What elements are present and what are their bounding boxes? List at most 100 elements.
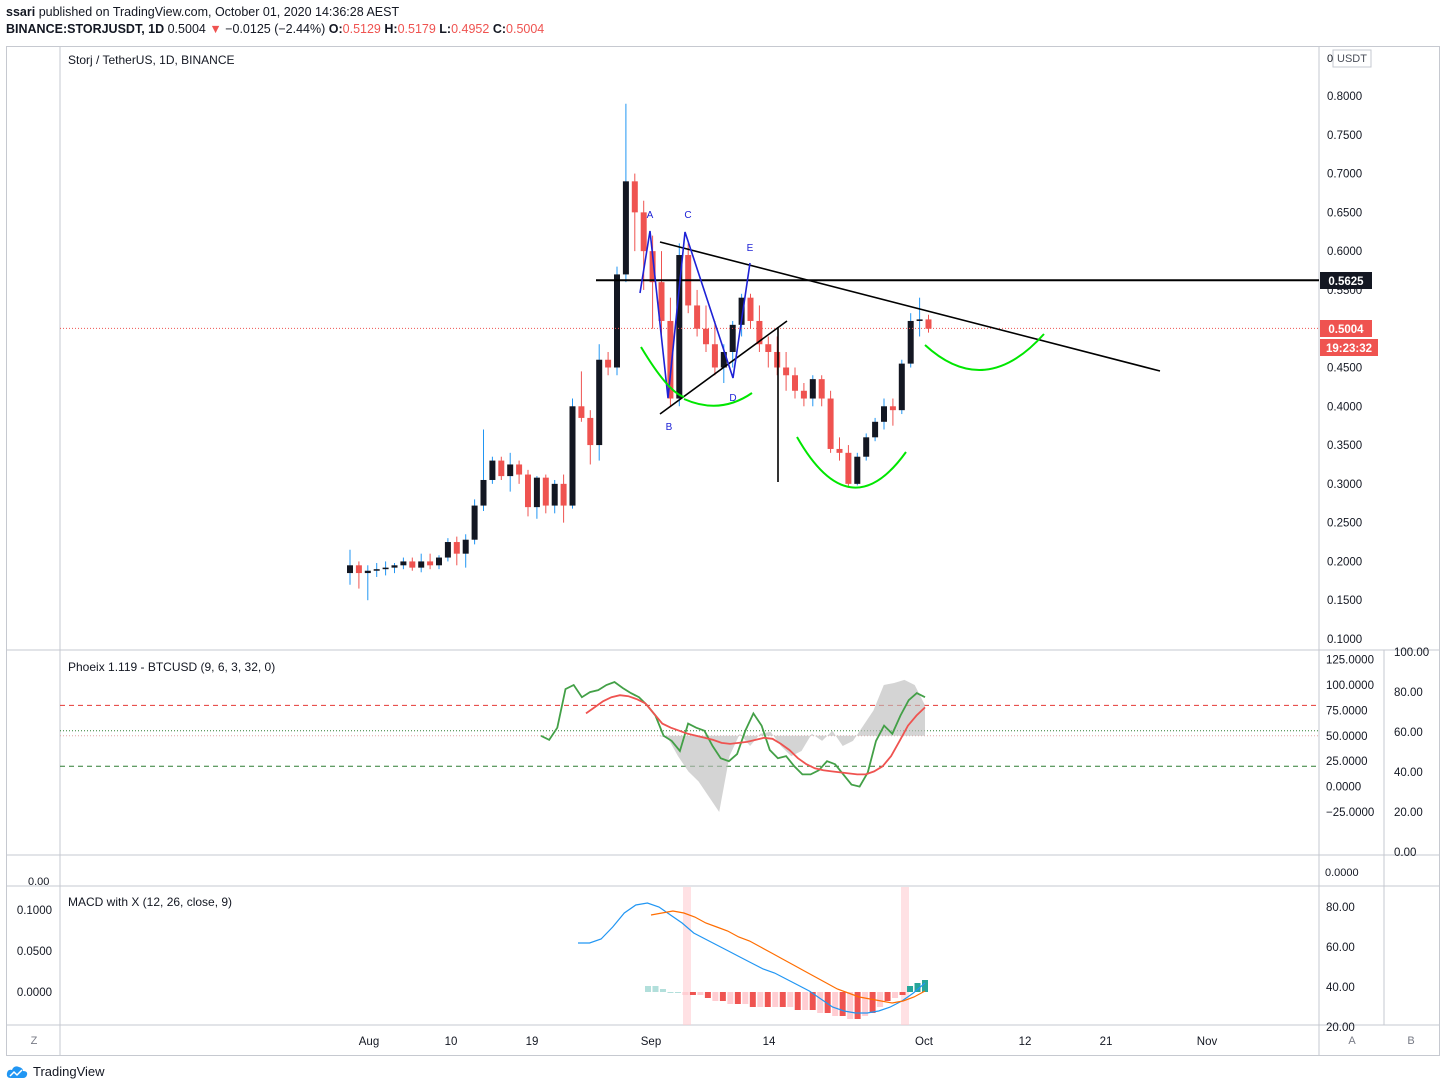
publisher-name: ssari	[6, 5, 36, 19]
candle-body	[507, 464, 514, 477]
macd-histogram-bar	[877, 992, 884, 1007]
price-axis-tick: 0.2000	[1327, 556, 1362, 568]
candle-body	[907, 320, 914, 364]
macd-histogram-bar	[734, 992, 741, 1004]
price-axis-tick: 0.6000	[1327, 246, 1362, 258]
candle-body	[622, 181, 629, 275]
signal-line	[650, 910, 926, 1004]
candle-body	[605, 359, 612, 368]
price-axis-tick: 0.1500	[1327, 595, 1362, 607]
corner-a-button[interactable]: A	[1348, 1035, 1356, 1047]
candle-body	[827, 398, 834, 449]
candle-body	[818, 379, 825, 399]
x-axis-label: 12	[1019, 1036, 1032, 1048]
macd-histogram-bar	[742, 992, 749, 1004]
resistance-price-tag	[1320, 272, 1372, 289]
candle-body	[436, 557, 442, 566]
candle-body	[453, 542, 460, 554]
price-axis-top-tick: 0	[1327, 53, 1333, 65]
x-axis-label: 14	[763, 1036, 776, 1048]
close-value: 0.5004	[506, 22, 545, 36]
macd-histogram-bar	[907, 986, 914, 992]
candle-body	[427, 561, 434, 566]
candle-body	[400, 561, 407, 566]
candle-body	[355, 565, 362, 574]
candle-body	[587, 417, 594, 446]
candle-body	[462, 539, 469, 554]
price-axis-tick: 0.8000	[1327, 91, 1362, 103]
candle-body	[783, 367, 790, 376]
currency-badge[interactable]	[1332, 49, 1372, 68]
macd-histogram-bar	[779, 992, 786, 1007]
left-axis-top-tick: 0.00	[28, 876, 49, 888]
macd-histogram-bar	[652, 986, 659, 992]
candle-body	[845, 452, 852, 484]
macd-histogram-bar	[787, 992, 794, 1007]
tradingview-cloud-icon	[6, 1065, 28, 1078]
candle-body	[756, 320, 763, 345]
high-label: H:	[384, 22, 398, 36]
macd-axis-tick: 80.00	[1326, 902, 1355, 914]
corner-z-button[interactable]: Z	[31, 1035, 38, 1047]
macd-histogram-bar	[817, 992, 824, 1013]
phoenix-axis-tick: 50.0000	[1326, 731, 1368, 743]
corner-b-button[interactable]: B	[1407, 1035, 1414, 1047]
price-axis-tick: 0.7500	[1327, 130, 1362, 142]
macd-histogram-bar	[862, 992, 869, 1016]
price-pane-title: Storj / TetherUS, 1D, BINANCE	[68, 53, 235, 67]
candle-body	[444, 542, 451, 558]
phoenix-axis-tick: 125.0000	[1326, 655, 1374, 667]
currency-badge-label: USDT	[1337, 53, 1367, 65]
macd-highlight-zone	[683, 887, 691, 1025]
macd-histogram-bar	[892, 992, 899, 998]
ascending-trendline	[659, 320, 788, 415]
candle-body	[649, 251, 656, 283]
last-price-label: 0.5004	[1328, 324, 1364, 336]
macd-histogram-bar	[824, 992, 831, 1013]
x-axis-label: Sep	[641, 1036, 661, 1048]
candle-body	[889, 406, 896, 411]
published-text: published on TradingView.com, October 01…	[38, 5, 400, 19]
cup-curve	[924, 333, 1045, 371]
macd-histogram-bar	[794, 992, 801, 1010]
macd-histogram-bar	[884, 992, 891, 1001]
phoenix-secondary-tick: 20.00	[1394, 807, 1423, 819]
candle-body	[373, 569, 380, 571]
macd-axis-tick: 40.00	[1326, 982, 1355, 994]
macd-histogram-bar	[757, 992, 764, 1007]
candle-body	[925, 319, 932, 329]
macd-histogram-bar	[772, 992, 779, 1007]
macd-histogram-bar	[922, 980, 928, 992]
candle-body	[480, 479, 487, 506]
candle-body	[720, 351, 727, 368]
close-label: C:	[492, 22, 507, 36]
footer-brand[interactable]: TradingView	[6, 1064, 105, 1079]
macd-histogram-bar	[809, 992, 816, 1010]
footer-brand-label: TradingView	[33, 1064, 105, 1079]
macd-left-tick: 0.0000	[17, 987, 52, 999]
x-axis-label: 10	[445, 1036, 458, 1048]
candle-body	[658, 282, 665, 321]
candle-body	[551, 483, 558, 506]
candle-body	[898, 363, 905, 411]
descending-trendline	[659, 241, 1161, 372]
candle-body	[703, 328, 709, 345]
price-axis-tick: 0.1000	[1327, 634, 1362, 646]
price-axis-tick: 0.2500	[1327, 518, 1362, 530]
macd-line	[578, 902, 926, 1014]
candle-body	[631, 181, 638, 213]
candle-body	[667, 320, 674, 399]
last-price-tag	[1320, 320, 1372, 337]
candle-body	[694, 305, 701, 329]
macd-histogram-bar	[847, 992, 854, 1019]
phoenix-slow-line	[585, 694, 926, 776]
pattern-point-label: D	[729, 393, 736, 404]
macd-histogram-bar	[854, 992, 861, 1019]
macd-axis-tick: 60.00	[1326, 942, 1355, 954]
candle-body	[596, 359, 603, 446]
candle-body	[800, 390, 807, 399]
phoenix-axis-tick: −25.0000	[1326, 807, 1374, 819]
countdown-tag	[1320, 339, 1378, 356]
candle-body	[542, 477, 549, 506]
